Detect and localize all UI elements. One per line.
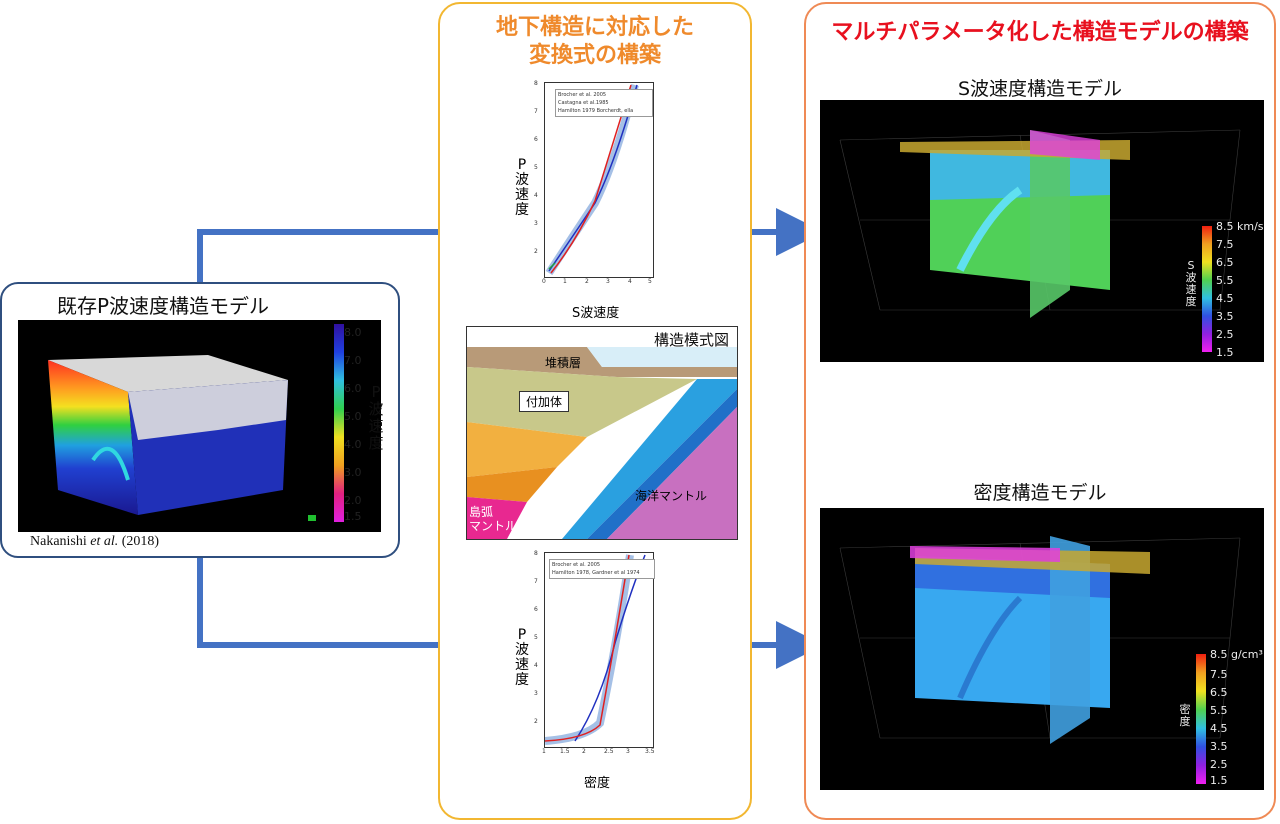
- p-wave-model-image: [18, 320, 381, 532]
- p-tick-8.0: 8.0: [344, 326, 362, 339]
- upper-connector: [197, 229, 438, 282]
- density-colorbar: [1196, 654, 1206, 784]
- label-arc-mantle: 島弧 マントル: [469, 505, 518, 533]
- vp-density-ylabel: P 波 速 度: [515, 627, 529, 688]
- vp-vs-curves: [545, 84, 639, 276]
- vp-vs-yticks: 8 7 6 5 4 3 2: [534, 80, 538, 255]
- p-tick-7.0: 7.0: [344, 354, 362, 367]
- s-model-title: S波速度構造モデル: [957, 78, 1123, 100]
- vp-density-yticks: 8 7 6 5 4 3 2: [534, 550, 538, 725]
- density-colorbar-unit: 8.5 g/cm³: [1210, 648, 1263, 661]
- vp-vs-xticks: 0 1 2 3 4 5: [542, 278, 652, 285]
- existing-model-panel: 既存P波速度構造モデル: [0, 282, 400, 558]
- d-tick-5.5: 5.5: [1210, 704, 1228, 717]
- schematic-layers: [467, 347, 737, 539]
- p-tick-1.5: 1.5: [344, 510, 362, 523]
- d-tick-1.5: 1.5: [1210, 774, 1228, 787]
- s-tick-7.5: 7.5: [1216, 238, 1234, 251]
- s-wave-model-image: 8.5 km/s 7.5 6.5 5.5 4.5 3.5 2.5 1.5 S 波…: [820, 100, 1264, 362]
- s-tick-3.5: 3.5: [1216, 310, 1234, 323]
- existing-model-title: 既存P波速度構造モデル: [57, 294, 270, 318]
- vp-vs-ylabel: P 波 速 度: [515, 157, 529, 218]
- vp-density-axes: Brocher et al. 2005 Hamilton 1978, Gardn…: [544, 552, 655, 748]
- schematic-title: 構造模式図: [653, 331, 729, 349]
- d-tick-4.5: 4.5: [1210, 722, 1228, 735]
- s-tick-1.5: 1.5: [1216, 346, 1234, 359]
- p-tick-2.0: 2.0: [344, 494, 362, 507]
- vp-density-xlabel: 密度: [584, 776, 611, 791]
- p-colorbar-labels: 8.0 7.0 6.0 5.0 4.0 3.0 2.0 1.5: [344, 318, 384, 528]
- p-tick-5.0: 5.0: [344, 410, 362, 423]
- density-colorbar-title: 密 度: [1179, 703, 1191, 728]
- conversion-title: 地下構造に対応した 変換式の構築: [495, 15, 694, 68]
- p-tick-3.0: 3.0: [344, 466, 362, 479]
- density-block-render: [839, 536, 1241, 744]
- vp-density-curves: [544, 554, 646, 745]
- vp-density-plot: P 波 速 度 Brocher et al. 2005 Hamilton 197…: [500, 550, 720, 791]
- s-colorbar-unit: 8.5 km/s: [1216, 220, 1264, 233]
- conversion-panel: 地下構造に対応した 変換式の構築 P 波 速 度 Brocher et al. …: [438, 2, 752, 820]
- s-colorbar: [1202, 226, 1212, 352]
- vp-vs-plot: P 波 速 度 Brocher et al. 2005 Castagna et …: [500, 80, 720, 321]
- multiparameter-title: マルチパラメータ化した構造モデルの構築: [831, 20, 1249, 45]
- p-wave-colorbar: [334, 324, 344, 522]
- structure-schematic: 構造模式図 堆積層 付加体 海洋地殻第２層 海洋地殻第３層 海洋マントル 島弧 …: [466, 326, 738, 540]
- d-tick-3.5: 3.5: [1210, 740, 1228, 753]
- s-wave-block-render: [839, 129, 1241, 318]
- d-tick-2.5: 2.5: [1210, 758, 1228, 771]
- vp-density-legend: Brocher et al. 2005 Hamilton 1978, Gardn…: [549, 559, 655, 579]
- s-tick-2.5: 2.5: [1216, 328, 1234, 341]
- p-tick-6.0: 6.0: [344, 382, 362, 395]
- multiparameter-panel: マルチパラメータ化した構造モデルの構築 S波速度構造モデル 8.5 km/s 7…: [804, 2, 1276, 820]
- d-tick-7.5: 7.5: [1210, 668, 1228, 681]
- p-wave-block-render: [48, 355, 316, 521]
- vp-density-xticks: 1 1.5 2 2.5 3 3.5: [542, 748, 655, 755]
- density-model-title: 密度構造モデル: [973, 482, 1107, 504]
- label-sediment: 堆積層: [545, 356, 582, 370]
- vp-vs-axes: Brocher et al. 2005 Castagna et al.1985 …: [544, 82, 654, 278]
- citation: Nakanishi et al. (2018): [30, 534, 160, 549]
- density-model-image: 8.5 g/cm³ 7.5 6.5 5.5 4.5 3.5 2.5 1.5 密 …: [820, 508, 1264, 790]
- s-tick-6.5: 6.5: [1216, 256, 1234, 269]
- d-tick-6.5: 6.5: [1210, 686, 1228, 699]
- vp-vs-legend: Brocher et al. 2005 Castagna et al.1985 …: [555, 89, 653, 117]
- s-tick-4.5: 4.5: [1216, 292, 1234, 305]
- p-tick-4.0: 4.0: [344, 438, 362, 451]
- lower-connector: [197, 558, 438, 648]
- s-tick-5.5: 5.5: [1216, 274, 1234, 287]
- label-oceanic-mantle: 海洋マントル: [635, 489, 708, 503]
- vp-vs-xlabel: S波速度: [572, 306, 620, 321]
- s-colorbar-title: S 波 速 度: [1185, 259, 1197, 308]
- label-accretion: 付加体: [519, 391, 570, 412]
- p-colorbar-title: P 波 速 度: [368, 383, 384, 452]
